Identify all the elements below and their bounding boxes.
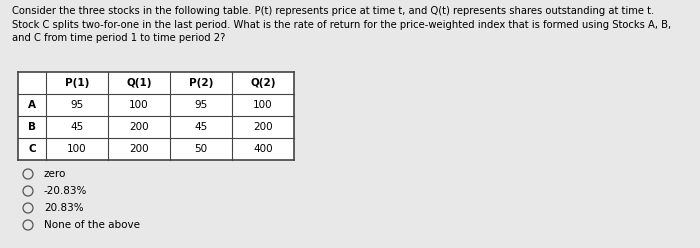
Text: 95: 95 <box>195 100 208 110</box>
Text: P(1): P(1) <box>65 78 89 88</box>
Text: 50: 50 <box>195 144 208 154</box>
Text: 45: 45 <box>71 122 83 132</box>
Text: -20.83%: -20.83% <box>44 186 88 196</box>
Text: zero: zero <box>44 169 66 179</box>
Text: 100: 100 <box>253 100 273 110</box>
Text: A: A <box>28 100 36 110</box>
Text: and C from time period 1 to time period 2?: and C from time period 1 to time period … <box>12 33 225 43</box>
Text: P(2): P(2) <box>189 78 213 88</box>
Text: 100: 100 <box>67 144 87 154</box>
Text: Q(1): Q(1) <box>126 78 152 88</box>
Text: 200: 200 <box>130 144 149 154</box>
Text: 400: 400 <box>253 144 273 154</box>
Text: 100: 100 <box>130 100 149 110</box>
Text: B: B <box>28 122 36 132</box>
Text: Stock C splits two-for-one in the last period. What is the rate of return for th: Stock C splits two-for-one in the last p… <box>12 20 671 30</box>
Text: Q(2): Q(2) <box>251 78 276 88</box>
Text: 45: 45 <box>195 122 208 132</box>
Text: C: C <box>28 144 36 154</box>
Text: 95: 95 <box>71 100 83 110</box>
Text: 200: 200 <box>253 122 273 132</box>
Text: None of the above: None of the above <box>44 220 140 230</box>
Text: 20.83%: 20.83% <box>44 203 83 213</box>
Text: Consider the three stocks in the following table. P(t) represents price at time : Consider the three stocks in the followi… <box>12 6 654 16</box>
Text: 200: 200 <box>130 122 149 132</box>
